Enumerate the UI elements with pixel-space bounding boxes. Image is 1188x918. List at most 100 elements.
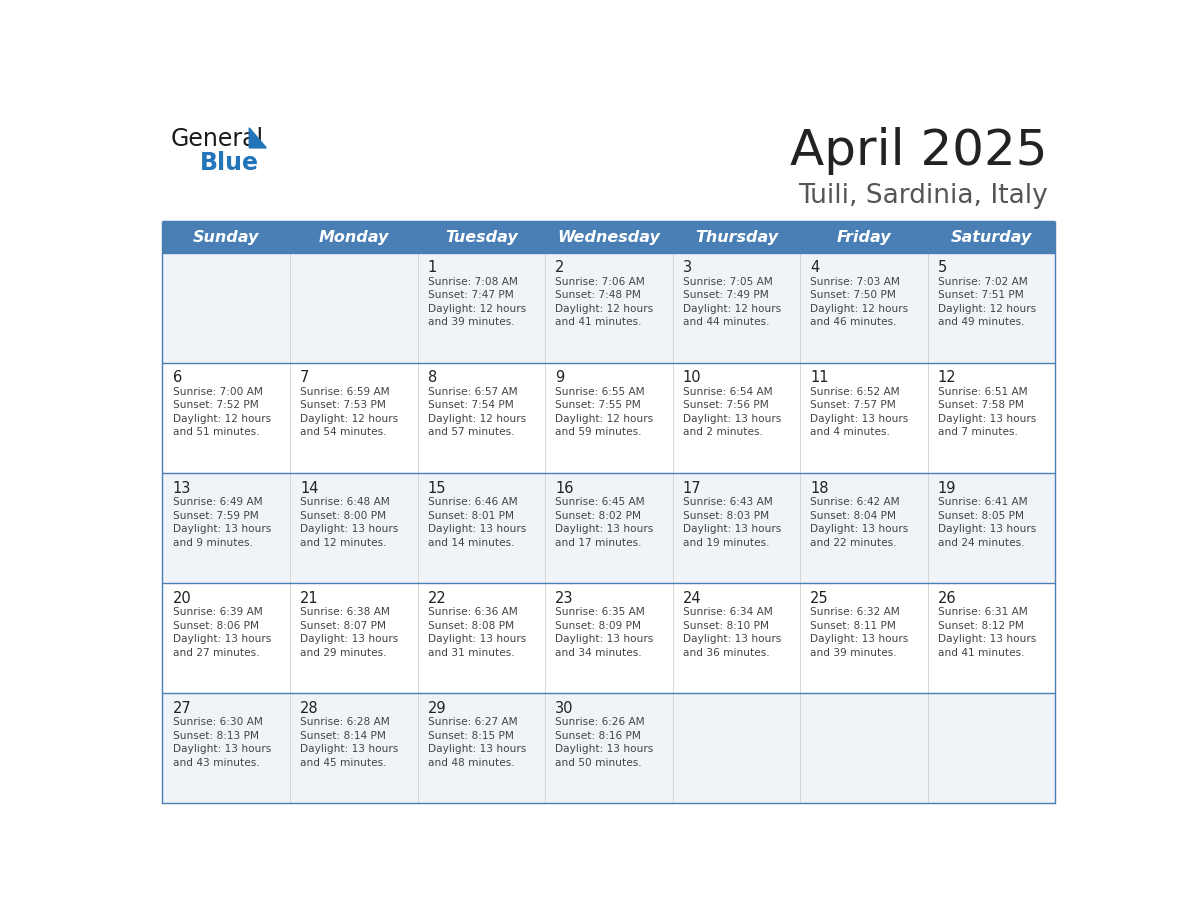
Text: Sunset: 8:10 PM: Sunset: 8:10 PM — [683, 621, 769, 631]
Text: 7: 7 — [301, 371, 309, 386]
Text: Sunrise: 6:38 AM: Sunrise: 6:38 AM — [301, 607, 390, 617]
Text: Sunrise: 6:35 AM: Sunrise: 6:35 AM — [555, 607, 645, 617]
Text: 5: 5 — [937, 261, 947, 275]
Text: Tuili, Sardinia, Italy: Tuili, Sardinia, Italy — [798, 184, 1048, 209]
Text: Sunset: 8:14 PM: Sunset: 8:14 PM — [301, 731, 386, 741]
Text: Daylight: 13 hours: Daylight: 13 hours — [301, 634, 398, 644]
Text: Sunrise: 6:46 AM: Sunrise: 6:46 AM — [428, 497, 517, 507]
Text: 6: 6 — [172, 371, 182, 386]
Text: Daylight: 13 hours: Daylight: 13 hours — [937, 524, 1036, 534]
Text: and 43 minutes.: and 43 minutes. — [172, 757, 259, 767]
Text: Sunset: 7:50 PM: Sunset: 7:50 PM — [810, 290, 896, 300]
Text: and 36 minutes.: and 36 minutes. — [683, 647, 770, 657]
Text: Sunset: 8:15 PM: Sunset: 8:15 PM — [428, 731, 513, 741]
Text: and 39 minutes.: and 39 minutes. — [810, 647, 897, 657]
Text: Sunrise: 6:55 AM: Sunrise: 6:55 AM — [555, 387, 645, 397]
Text: Tuesday: Tuesday — [446, 230, 518, 245]
Text: and 45 minutes.: and 45 minutes. — [301, 757, 386, 767]
Text: Sunset: 7:56 PM: Sunset: 7:56 PM — [683, 400, 769, 410]
Text: 26: 26 — [937, 590, 956, 606]
Text: Daylight: 13 hours: Daylight: 13 hours — [301, 524, 398, 534]
Text: and 57 minutes.: and 57 minutes. — [428, 428, 514, 437]
Text: Sunset: 7:52 PM: Sunset: 7:52 PM — [172, 400, 258, 410]
Text: Sunset: 7:51 PM: Sunset: 7:51 PM — [937, 290, 1024, 300]
Text: and 48 minutes.: and 48 minutes. — [428, 757, 514, 767]
Text: Daylight: 12 hours: Daylight: 12 hours — [555, 414, 653, 424]
Text: Daylight: 13 hours: Daylight: 13 hours — [683, 634, 781, 644]
Text: Daylight: 12 hours: Daylight: 12 hours — [937, 304, 1036, 314]
Text: Daylight: 13 hours: Daylight: 13 hours — [810, 634, 909, 644]
Text: Daylight: 13 hours: Daylight: 13 hours — [555, 634, 653, 644]
Text: Daylight: 13 hours: Daylight: 13 hours — [555, 744, 653, 755]
Text: Sunset: 7:54 PM: Sunset: 7:54 PM — [428, 400, 513, 410]
Text: Saturday: Saturday — [950, 230, 1032, 245]
Text: 4: 4 — [810, 261, 820, 275]
Text: Monday: Monday — [318, 230, 388, 245]
Text: 14: 14 — [301, 480, 318, 496]
Text: 17: 17 — [683, 480, 701, 496]
Text: Sunset: 8:00 PM: Sunset: 8:00 PM — [301, 510, 386, 521]
Text: 8: 8 — [428, 371, 437, 386]
Text: Sunrise: 6:27 AM: Sunrise: 6:27 AM — [428, 717, 517, 727]
Bar — [163, 473, 1055, 583]
Text: and 17 minutes.: and 17 minutes. — [555, 538, 642, 547]
Text: Sunrise: 6:45 AM: Sunrise: 6:45 AM — [555, 497, 645, 507]
Text: Sunset: 8:06 PM: Sunset: 8:06 PM — [172, 621, 259, 631]
Text: and 31 minutes.: and 31 minutes. — [428, 647, 514, 657]
Text: Sunset: 8:12 PM: Sunset: 8:12 PM — [937, 621, 1024, 631]
Text: Sunset: 8:16 PM: Sunset: 8:16 PM — [555, 731, 642, 741]
Text: 18: 18 — [810, 480, 829, 496]
Text: Sunrise: 6:51 AM: Sunrise: 6:51 AM — [937, 387, 1028, 397]
Text: and 29 minutes.: and 29 minutes. — [301, 647, 386, 657]
Text: Sunrise: 6:49 AM: Sunrise: 6:49 AM — [172, 497, 263, 507]
Text: Wednesday: Wednesday — [557, 230, 661, 245]
Text: 10: 10 — [683, 371, 701, 386]
Text: 1: 1 — [428, 261, 437, 275]
Text: 11: 11 — [810, 371, 829, 386]
Text: Sunset: 8:08 PM: Sunset: 8:08 PM — [428, 621, 513, 631]
Text: Blue: Blue — [200, 151, 259, 175]
Text: 27: 27 — [172, 700, 191, 716]
Text: Sunrise: 6:36 AM: Sunrise: 6:36 AM — [428, 607, 517, 617]
Text: and 41 minutes.: and 41 minutes. — [937, 647, 1024, 657]
Text: Sunrise: 6:54 AM: Sunrise: 6:54 AM — [683, 387, 772, 397]
Text: and 49 minutes.: and 49 minutes. — [937, 318, 1024, 328]
Text: Sunrise: 7:02 AM: Sunrise: 7:02 AM — [937, 277, 1028, 286]
Text: Sunday: Sunday — [192, 230, 259, 245]
Text: Daylight: 13 hours: Daylight: 13 hours — [428, 524, 526, 534]
Text: Daylight: 13 hours: Daylight: 13 hours — [172, 634, 271, 644]
Text: Sunrise: 7:05 AM: Sunrise: 7:05 AM — [683, 277, 772, 286]
Text: 30: 30 — [555, 700, 574, 716]
Text: Sunrise: 6:39 AM: Sunrise: 6:39 AM — [172, 607, 263, 617]
Text: April 2025: April 2025 — [790, 127, 1048, 175]
Text: Sunrise: 7:00 AM: Sunrise: 7:00 AM — [172, 387, 263, 397]
Text: Sunrise: 6:26 AM: Sunrise: 6:26 AM — [555, 717, 645, 727]
Text: Sunrise: 6:48 AM: Sunrise: 6:48 AM — [301, 497, 390, 507]
Text: 24: 24 — [683, 590, 701, 606]
Text: Sunrise: 6:59 AM: Sunrise: 6:59 AM — [301, 387, 390, 397]
Text: 19: 19 — [937, 480, 956, 496]
Text: 28: 28 — [301, 700, 318, 716]
Text: 16: 16 — [555, 480, 574, 496]
Text: and 34 minutes.: and 34 minutes. — [555, 647, 642, 657]
Text: and 39 minutes.: and 39 minutes. — [428, 318, 514, 328]
Text: Sunrise: 6:42 AM: Sunrise: 6:42 AM — [810, 497, 899, 507]
Text: Daylight: 13 hours: Daylight: 13 hours — [937, 414, 1036, 424]
Text: 3: 3 — [683, 261, 691, 275]
Text: and 27 minutes.: and 27 minutes. — [172, 647, 259, 657]
Text: Sunset: 8:11 PM: Sunset: 8:11 PM — [810, 621, 896, 631]
Text: 9: 9 — [555, 371, 564, 386]
Text: and 2 minutes.: and 2 minutes. — [683, 428, 763, 437]
Text: Daylight: 13 hours: Daylight: 13 hours — [683, 414, 781, 424]
Text: Daylight: 13 hours: Daylight: 13 hours — [301, 744, 398, 755]
Text: and 12 minutes.: and 12 minutes. — [301, 538, 386, 547]
Text: Sunset: 8:03 PM: Sunset: 8:03 PM — [683, 510, 769, 521]
Text: Sunrise: 6:34 AM: Sunrise: 6:34 AM — [683, 607, 772, 617]
Text: 15: 15 — [428, 480, 447, 496]
Text: Sunset: 8:02 PM: Sunset: 8:02 PM — [555, 510, 642, 521]
Text: and 9 minutes.: and 9 minutes. — [172, 538, 252, 547]
Text: and 7 minutes.: and 7 minutes. — [937, 428, 1018, 437]
Text: Sunset: 7:55 PM: Sunset: 7:55 PM — [555, 400, 640, 410]
Text: Daylight: 13 hours: Daylight: 13 hours — [810, 414, 909, 424]
Text: and 44 minutes.: and 44 minutes. — [683, 318, 769, 328]
